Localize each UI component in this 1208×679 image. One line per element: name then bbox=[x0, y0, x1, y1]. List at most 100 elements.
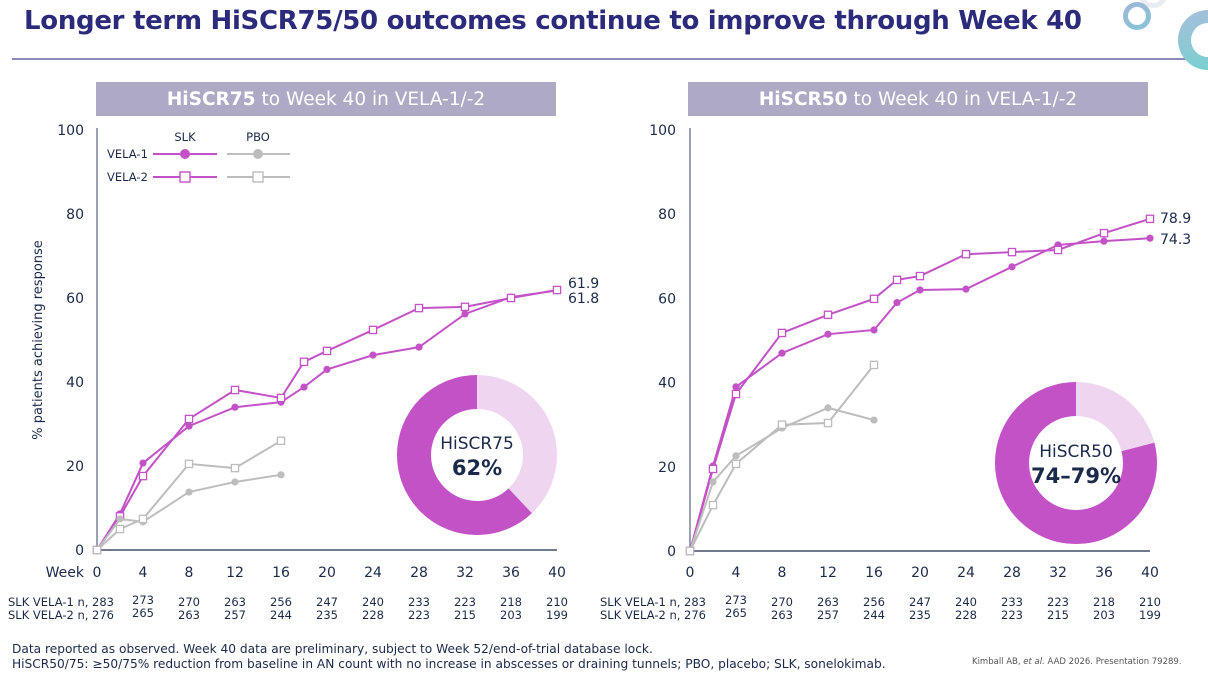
data-point bbox=[870, 326, 878, 334]
data-point bbox=[369, 351, 377, 359]
y-tick-label: 100 bbox=[649, 123, 676, 139]
citation: Kimball AB, et al. AAD 2026. Presentatio… bbox=[972, 657, 1182, 667]
n-table-cell: 203 bbox=[500, 608, 522, 622]
y-tick-label: 60 bbox=[66, 291, 84, 307]
donut-value: 62% bbox=[452, 456, 502, 480]
data-point bbox=[115, 524, 125, 534]
x-axis-label: Week bbox=[46, 565, 85, 581]
data-point bbox=[732, 452, 740, 460]
data-point bbox=[185, 422, 193, 430]
x-tick-label: 0 bbox=[686, 565, 695, 581]
x-tick-label: 40 bbox=[1141, 565, 1159, 581]
legend-header-pbo: PBO bbox=[246, 130, 270, 144]
n-table-cell: 273 bbox=[132, 593, 154, 607]
data-point bbox=[777, 420, 787, 429]
n-table-cell: 244 bbox=[863, 608, 885, 622]
data-point bbox=[415, 343, 423, 351]
n-table-cell: 199 bbox=[546, 608, 568, 622]
data-point bbox=[869, 360, 879, 370]
n-table-cell: 235 bbox=[316, 608, 338, 622]
y-tick-label: 40 bbox=[66, 375, 84, 391]
legend: SLK PBO VELA-1 VELA-2 bbox=[107, 130, 290, 184]
data-point bbox=[92, 545, 102, 555]
data-point bbox=[731, 389, 741, 399]
data-point bbox=[892, 275, 902, 285]
legend-row-vela1: VELA-1 bbox=[107, 147, 148, 161]
slide-title: Longer term HiSCR75/50 outcomes continue… bbox=[24, 6, 1082, 36]
n-table-cell: 223 bbox=[1047, 595, 1069, 609]
x-tick-label: 12 bbox=[819, 565, 837, 581]
data-point bbox=[709, 478, 717, 486]
data-point bbox=[824, 404, 832, 412]
n-table-cell: 263 bbox=[224, 595, 246, 609]
donut-value-segment bbox=[397, 375, 557, 535]
series-pbo-vela-2 bbox=[685, 360, 879, 556]
data-point bbox=[708, 500, 718, 510]
data-point bbox=[961, 249, 971, 259]
donut-value: 74–79% bbox=[1031, 464, 1121, 488]
data-point bbox=[1007, 247, 1017, 257]
x-tick-label: 16 bbox=[272, 565, 290, 581]
data-point bbox=[322, 346, 332, 356]
n-table-row-label: SLK VELA-2 n, 276 bbox=[8, 608, 114, 622]
y-tick-label: 40 bbox=[658, 376, 676, 392]
data-point bbox=[870, 416, 878, 424]
data-point bbox=[299, 357, 309, 367]
data-point bbox=[962, 285, 970, 293]
hiscr50-panel-header: HiSCR50 to Week 40 in VELA-1/-2 bbox=[688, 82, 1148, 116]
n-table-cell: 228 bbox=[955, 608, 977, 622]
data-point bbox=[230, 385, 240, 395]
x-tick-label: 28 bbox=[1003, 565, 1021, 581]
y-tick-label: 80 bbox=[658, 207, 676, 223]
data-point bbox=[685, 546, 695, 556]
n-table-cell: 210 bbox=[1139, 595, 1161, 609]
x-tick-label: 24 bbox=[364, 565, 382, 581]
data-point bbox=[506, 293, 516, 303]
n-table-cell: 270 bbox=[771, 595, 793, 609]
x-tick-label: 16 bbox=[865, 565, 883, 581]
data-point bbox=[138, 471, 148, 481]
n-table-cell: 263 bbox=[771, 608, 793, 622]
data-point bbox=[777, 328, 787, 338]
x-tick-label: 12 bbox=[226, 565, 244, 581]
end-label-vela2: 78.9 bbox=[1160, 211, 1191, 227]
decorative-ring-large bbox=[1178, 10, 1208, 70]
data-point bbox=[368, 325, 378, 335]
data-point bbox=[461, 310, 469, 318]
data-point bbox=[1053, 245, 1063, 255]
n-table-cell: 218 bbox=[1093, 595, 1115, 609]
data-point bbox=[460, 302, 470, 312]
data-point bbox=[823, 418, 833, 428]
donut-label: HiSCR75 bbox=[440, 434, 514, 454]
n-table-cell: 228 bbox=[362, 608, 384, 622]
data-point bbox=[893, 299, 901, 307]
n-table-cell: 263 bbox=[178, 608, 200, 622]
n-table-cell: 247 bbox=[909, 595, 931, 609]
data-point bbox=[1145, 214, 1155, 224]
legend-marker-slk-vela2 bbox=[179, 171, 191, 183]
n-table-row-label: SLK VELA-2 n, 276 bbox=[600, 608, 706, 622]
x-tick-label: 36 bbox=[502, 565, 520, 581]
data-point bbox=[1146, 234, 1154, 242]
n-table-cell: 256 bbox=[270, 595, 292, 609]
x-tick-label: 4 bbox=[139, 565, 148, 581]
data-point bbox=[823, 310, 833, 320]
legend-row-vela2: VELA-2 bbox=[107, 170, 148, 184]
n-table-cell: 265 bbox=[725, 606, 747, 620]
data-point bbox=[732, 383, 740, 391]
title-divider bbox=[12, 58, 1186, 60]
n-table-row-label: SLK VELA-1 n, 283 bbox=[8, 595, 114, 609]
data-point bbox=[414, 303, 424, 313]
n-table-cell: 240 bbox=[362, 595, 384, 609]
data-point bbox=[708, 464, 718, 474]
n-table-cell: 235 bbox=[909, 608, 931, 622]
n-table-cell: 273 bbox=[725, 593, 747, 607]
x-tick-label: 32 bbox=[1049, 565, 1067, 581]
n-table-cell: 210 bbox=[546, 595, 568, 609]
n-table-cell: 270 bbox=[178, 595, 200, 609]
x-tick-label: 24 bbox=[957, 565, 975, 581]
data-point bbox=[778, 349, 786, 357]
y-tick-label: 0 bbox=[667, 544, 676, 560]
data-point bbox=[916, 286, 924, 294]
